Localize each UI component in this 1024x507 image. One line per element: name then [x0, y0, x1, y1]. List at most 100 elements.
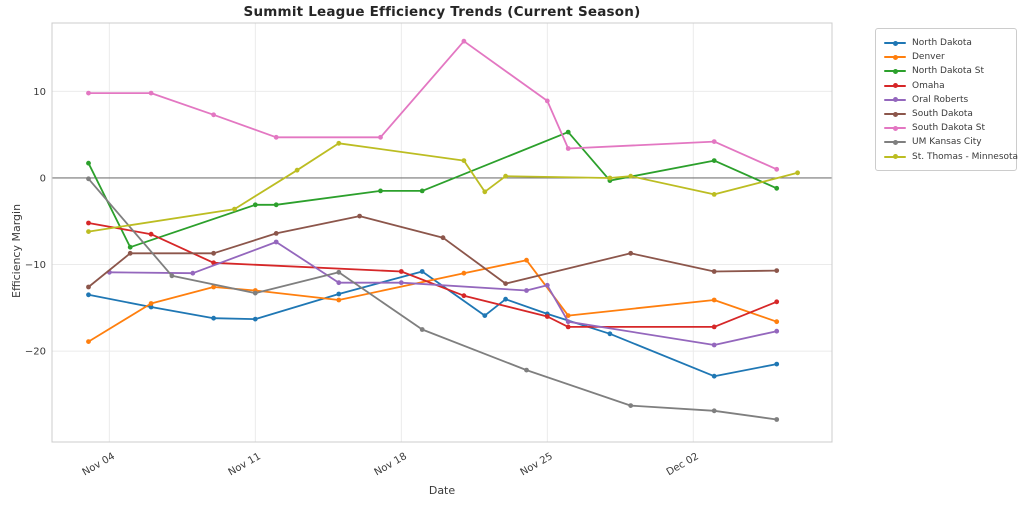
data-point-north-dakota: [211, 315, 217, 321]
data-point-denver: [86, 339, 91, 344]
y-tick-label: −20: [25, 347, 46, 358]
data-point-north-dakota-st: [86, 160, 91, 166]
series-line-north-dakota: [87, 270, 778, 378]
legend-item-denver: Denver: [884, 50, 1008, 64]
data-point-st-thomas-minnesota: [711, 192, 717, 197]
data-point-st-thomas-minnesota: [607, 175, 613, 181]
data-point-north-dakota: [419, 269, 425, 274]
data-point-omaha: [774, 299, 780, 305]
legend-label: Denver: [912, 52, 945, 63]
data-point-omaha: [565, 324, 571, 330]
data-point-um-kansas-city: [524, 367, 529, 373]
data-point-south-dakota: [86, 284, 91, 290]
legend-label: UM Kansas City: [912, 137, 982, 148]
legend-line-marker-icon: [884, 96, 906, 104]
data-point-south-dakota-st: [211, 112, 217, 118]
legend-line-marker-icon: [884, 110, 906, 118]
legend-line-marker-icon: [884, 153, 906, 161]
data-point-denver: [148, 301, 154, 306]
legend-line-marker-icon: [884, 67, 906, 75]
data-point-north-dakota-st: [127, 244, 133, 250]
legend-item-north-dakota-st: North Dakota St: [884, 64, 1008, 78]
data-point-south-dakota: [273, 231, 279, 236]
data-point-um-kansas-city: [628, 403, 634, 408]
legend-label: North Dakota: [912, 38, 972, 49]
data-point-denver: [461, 270, 467, 276]
data-point-north-dakota-st: [711, 158, 717, 164]
series-line-oral-roberts: [108, 241, 778, 346]
data-point-north-dakota: [336, 291, 342, 297]
x-tick-label: Dec 02: [665, 451, 701, 478]
chart-title: Summit League Efficiency Trends (Current…: [243, 4, 641, 20]
data-point-denver: [211, 284, 217, 290]
legend-item-oral-roberts: Oral Roberts: [884, 93, 1008, 107]
data-point-north-dakota: [148, 304, 154, 310]
legend-label: South Dakota: [912, 109, 973, 120]
data-point-omaha: [211, 260, 217, 266]
data-point-omaha: [461, 293, 467, 299]
data-point-oral-roberts: [336, 280, 342, 286]
data-point-st-thomas-minnesota: [461, 158, 467, 164]
data-point-north-dakota: [607, 331, 613, 337]
legend-item-st-thomas-minnesota: St. Thomas - Minnesota: [884, 150, 1018, 164]
legend-label: South Dakota St: [912, 123, 986, 134]
legend-item-um-kansas-city: UM Kansas City: [884, 135, 1008, 149]
x-tick-label: Nov 18: [373, 451, 409, 478]
data-point-st-thomas-minnesota: [503, 173, 508, 179]
data-point-um-kansas-city: [711, 408, 717, 414]
data-point-south-dakota-st: [86, 90, 91, 96]
y-tick-label: −10: [25, 260, 46, 271]
legend-line-marker-icon: [884, 39, 906, 47]
x-tick-label: Nov 11: [227, 451, 263, 478]
data-point-north-dakota: [252, 316, 258, 322]
data-point-north-dakota-st: [378, 188, 383, 194]
data-point-oral-roberts: [711, 342, 717, 348]
data-point-um-kansas-city: [169, 273, 175, 279]
data-point-north-dakota-st: [419, 188, 425, 194]
y-axis-label: Efficiency Margin: [10, 203, 23, 298]
legend-line-marker-icon: [884, 124, 906, 132]
data-point-st-thomas-minnesota: [482, 189, 488, 195]
data-point-oral-roberts: [524, 288, 529, 293]
data-point-south-dakota-st: [273, 134, 279, 140]
data-point-um-kansas-city: [252, 290, 258, 296]
legend-item-omaha: Omaha: [884, 79, 1008, 93]
legend-item-south-dakota-st: South Dakota St: [884, 121, 1008, 135]
series-line-north-dakota-st: [87, 131, 778, 249]
plot-border: [51, 22, 833, 443]
data-point-denver: [774, 319, 780, 325]
data-point-south-dakota: [503, 281, 508, 286]
data-point-st-thomas-minnesota: [232, 206, 237, 212]
data-point-denver: [565, 313, 571, 318]
data-point-um-kansas-city: [86, 176, 91, 182]
data-point-south-dakota-st: [461, 38, 467, 44]
series-line-south-dakota: [87, 215, 778, 288]
y-tick-label: 10: [33, 87, 46, 98]
data-point-oral-roberts: [273, 239, 279, 245]
data-point-denver: [336, 297, 342, 303]
data-point-denver: [711, 297, 717, 303]
legend-item-south-dakota: South Dakota: [884, 107, 1008, 121]
x-tick-label: Nov 04: [81, 451, 117, 478]
data-point-um-kansas-city: [336, 269, 342, 275]
legend-label: Omaha: [912, 80, 945, 91]
data-point-south-dakota-st: [774, 166, 780, 172]
data-point-north-dakota: [774, 361, 780, 367]
data-point-oral-roberts: [565, 319, 571, 325]
data-point-omaha: [148, 231, 154, 237]
plot-area: [52, 23, 832, 442]
series-line-south-dakota-st: [87, 40, 778, 171]
data-point-south-dakota: [628, 250, 634, 256]
data-point-south-dakota: [711, 269, 717, 274]
data-point-south-dakota: [440, 235, 446, 241]
data-point-oral-roberts: [774, 328, 780, 334]
data-point-south-dakota-st: [565, 146, 571, 151]
data-point-oral-roberts: [544, 282, 550, 288]
x-tick-label: Nov 25: [519, 451, 555, 478]
y-tick-label: 0: [40, 173, 46, 184]
legend-item-north-dakota: North Dakota: [884, 36, 1008, 50]
legend-line-marker-icon: [884, 53, 906, 61]
data-point-north-dakota: [86, 292, 91, 298]
data-point-omaha: [86, 220, 91, 226]
data-point-st-thomas-minnesota: [86, 229, 91, 235]
